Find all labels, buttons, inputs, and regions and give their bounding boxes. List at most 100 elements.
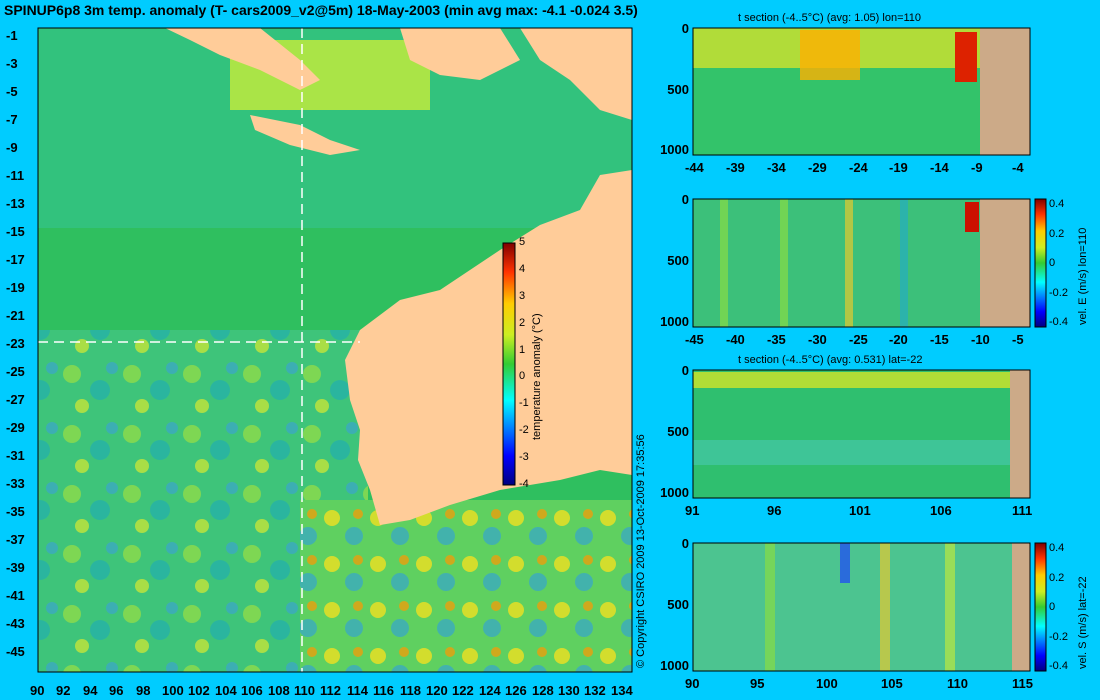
panel-4-plot [692,542,1047,672]
panel-4-y-tick: 1000 [660,658,689,673]
panel-4-x-tick: 90 [685,676,700,691]
panel-3-warm-surface [693,372,1010,388]
main-y-tick: -11 [6,168,25,183]
panel-2-x-tick: -35 [767,332,786,347]
panel-4-x-tick: 95 [750,676,765,691]
panel-2-x-tick: -15 [930,332,949,347]
main-x-tick: 110 [294,683,315,698]
panel-3-land [1010,370,1030,498]
panel-4-stripe-1 [765,543,775,671]
land-borneo [400,28,520,80]
panel-2-y-tick: 500 [667,253,689,268]
main-y-tick: -9 [6,140,18,155]
main-x-tick: 90 [30,683,45,698]
panel-1-x-tick: -24 [849,160,868,175]
panel-4-colorbar-tick: 0.4 [1049,542,1065,554]
main-x-tick: 124 [479,683,501,698]
panel-4-x-tick: 105 [881,676,903,691]
panel-2-stripe-3 [845,199,853,327]
panel-1-frame [692,27,1031,156]
colorbar-tick: 0 [519,370,526,382]
main-x-tick: 134 [611,683,633,698]
colorbar-tick: 2 [519,317,526,329]
panel-3-x-tick: 91 [685,503,700,518]
panel-2-y-tick: 1000 [660,314,689,329]
land-sumatra [165,28,320,90]
panel-4-frame [692,542,1031,672]
panel-3-frame [692,369,1031,499]
panel-2-x-tick: -5 [1012,332,1024,347]
panel-3-field [693,370,1030,498]
panel-1-x-tick: -9 [971,160,983,175]
panel-2-stripe-2 [780,199,788,327]
panel-2-y-tick: 0 [681,192,689,207]
main-colorbar-label: temperature anomaly (°C) [531,313,543,440]
main-y-tick: -45 [6,644,25,659]
panel-3-x-tick: 111 [1012,503,1033,518]
main-x-tick: 112 [320,683,341,698]
colorbar-tick: -4 [519,478,529,490]
panel-2-colorbar [1034,198,1047,328]
panel-1-y-tick: 1000 [660,142,689,157]
main-x-tick: 98 [136,683,151,698]
main-y-tick: -43 [6,616,25,631]
main-x-tick: 120 [426,683,448,698]
land-sulawesi [520,28,632,120]
panel-1-land [980,28,1030,155]
panel-2-x-tick: -45 [685,332,704,347]
panel-2-x-tick: -10 [971,332,990,347]
panel-2-field [693,199,1030,327]
panel-3-x-tick: 96 [767,503,782,518]
panel-4-stripe-4 [945,543,955,671]
panel-3-plot [692,369,1031,499]
colorbar-tick: -2 [519,424,529,436]
main-colorbar-gradient [502,242,516,486]
main-y-tick: -23 [6,336,25,351]
panel-2-plot [692,198,1047,328]
main-x-tick: 94 [83,683,98,698]
main-y-tick: -27 [6,392,25,407]
main-map-frame [37,27,633,673]
main-x-tick: 118 [400,683,421,698]
panel-2-x-tick: -25 [849,332,868,347]
panel-2-colorbar-tick: -0.4 [1049,316,1068,328]
main-y-tick: -25 [6,364,25,379]
panel-4-y-tick: 0 [681,536,689,551]
main-x-tick: 100 [162,683,184,698]
panel-4-colorbar-tick: 0.2 [1049,572,1065,584]
colorbar-tick: 4 [519,263,526,275]
panel-4-colorbar-tick: -0.2 [1049,631,1068,643]
land-java [250,115,360,155]
sea-eddy-field-south [300,500,632,672]
panel-1-title: t section (-4..5°C) (avg: 1.05) lon=110 [738,12,922,24]
main-y-tick: -21 [6,308,25,323]
panel-2-x-tick: -30 [808,332,827,347]
panel-2-x-tick: -40 [726,332,745,347]
panel-1-y-tick: 0 [681,21,689,36]
panel-2-colorbar-tick: -0.2 [1049,287,1068,299]
panel-3-y-tick: 1000 [660,485,689,500]
panel-1-x-tick: -44 [685,160,704,175]
panel-2-ylabel: vel. E (m/s) lon=110 [1077,227,1089,325]
main-x-tick: 126 [505,683,527,698]
main-y-tick: -3 [6,56,18,71]
main-y-tick: -33 [6,476,25,491]
main-y-tick: -31 [6,448,25,463]
panel-4-ylabel: vel. S (m/s) lat=-22 [1077,576,1089,669]
main-y-tick: -13 [6,196,25,211]
panel-3-y-tick: 500 [667,424,689,439]
main-y-tick: -19 [6,280,25,295]
panel-3-title: t section (-4..5°C) (avg: 0.531) lat=-22 [738,354,923,366]
panel-2-colorbar-tick: 0 [1049,257,1056,269]
main-y-tick: -1 [6,28,18,43]
colorbar-tick: 3 [519,290,526,302]
main-title: SPINUP6p8 3m temp. anomaly (T- cars2009_… [4,2,638,18]
panel-4-x-tick: 110 [947,676,968,691]
panel-4-stripe-2 [840,543,850,583]
colorbar-tick: 1 [519,344,526,356]
panel-4-stripe-3 [880,543,890,671]
panel-3-cool-band [693,440,1010,465]
panel-1-x-tick: -4 [1012,160,1024,175]
panel-4-y-tick: 500 [667,597,689,612]
panel-1-x-tick: -39 [726,160,745,175]
